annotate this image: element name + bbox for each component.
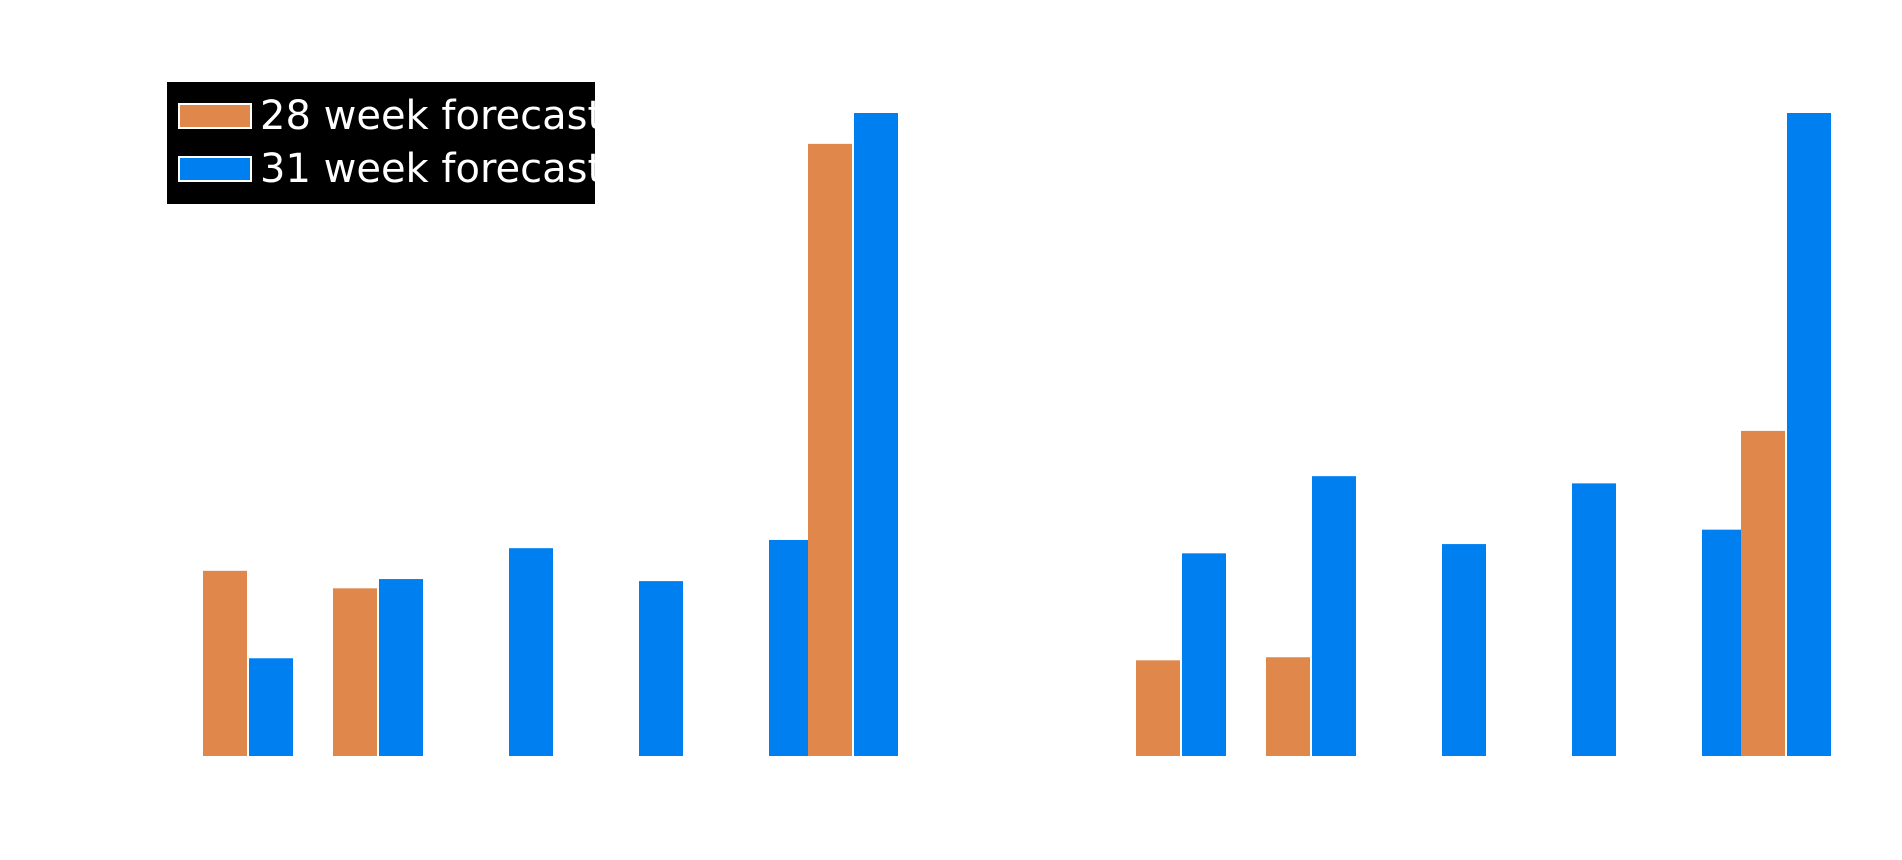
bars [203, 113, 1831, 756]
bar-panel1-cat6-31-week [854, 113, 898, 756]
legend-swatch-28-week [178, 103, 252, 129]
bar-panel2-cat3-31-week [1442, 544, 1486, 756]
bar-panel2-cat5-31-week [1702, 529, 1746, 756]
bar-panel1-cat2-31-week [379, 579, 423, 756]
bar-panel2-cat6-28-week [1741, 430, 1785, 756]
bar-panel1-cat1-31-week [249, 658, 293, 756]
legend-background [167, 82, 595, 204]
legend-swatch-31-week [178, 156, 252, 182]
bar-panel1-cat5-31-week [769, 539, 813, 756]
bar-panel1-cat3-31-week [509, 548, 553, 756]
bar-panel2-cat1-28-week [1136, 660, 1180, 756]
bar-panel1-cat1-28-week [203, 570, 247, 756]
bar-panel1-cat4-31-week [639, 581, 683, 756]
bar-panel1-cat2-28-week [333, 588, 377, 756]
bar-panel2-cat6-31-week [1787, 113, 1831, 756]
bar-panel2-cat2-28-week [1266, 657, 1310, 756]
bar-panel2-cat4-31-week [1572, 483, 1616, 756]
bar-panel2-cat1-31-week [1182, 553, 1226, 756]
legend-label-31-week: 31 week forecast [260, 146, 603, 192]
bar-panel1-cat6-28-week [808, 143, 852, 756]
legend: 28 week forecast 31 week forecast [167, 82, 603, 204]
bar-panel2-cat2-31-week [1312, 476, 1356, 756]
legend-label-28-week: 28 week forecast [260, 93, 603, 139]
